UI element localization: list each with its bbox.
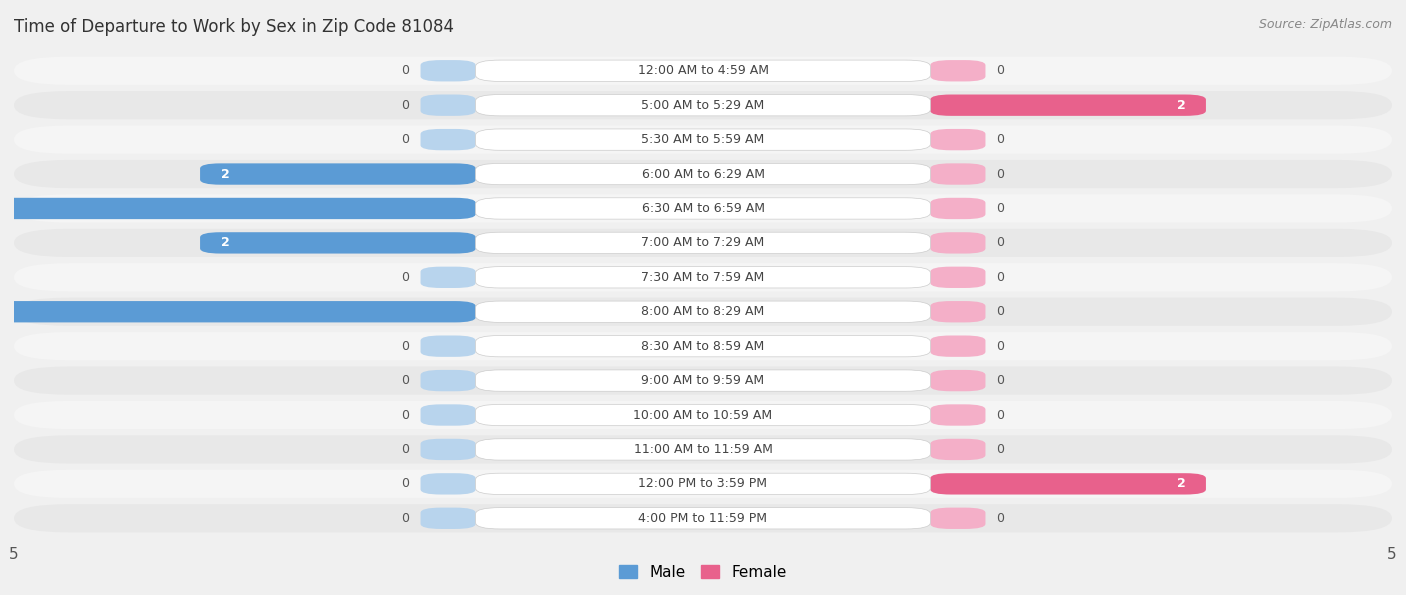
FancyBboxPatch shape — [931, 232, 986, 253]
Text: 10:00 AM to 10:59 AM: 10:00 AM to 10:59 AM — [634, 409, 772, 421]
Text: 2: 2 — [221, 236, 229, 249]
Text: Source: ZipAtlas.com: Source: ZipAtlas.com — [1258, 18, 1392, 31]
FancyBboxPatch shape — [475, 370, 931, 392]
FancyBboxPatch shape — [14, 126, 1392, 154]
FancyBboxPatch shape — [475, 405, 931, 425]
FancyBboxPatch shape — [931, 267, 986, 288]
FancyBboxPatch shape — [420, 336, 475, 357]
FancyBboxPatch shape — [14, 401, 1392, 429]
Text: 11:00 AM to 11:59 AM: 11:00 AM to 11:59 AM — [634, 443, 772, 456]
FancyBboxPatch shape — [14, 160, 1392, 188]
FancyBboxPatch shape — [475, 336, 931, 357]
FancyBboxPatch shape — [14, 228, 1392, 257]
FancyBboxPatch shape — [931, 336, 986, 357]
Text: 2: 2 — [1177, 99, 1185, 112]
Text: 0: 0 — [997, 271, 1004, 284]
Legend: Male, Female: Male, Female — [613, 558, 793, 585]
FancyBboxPatch shape — [475, 95, 931, 116]
FancyBboxPatch shape — [475, 198, 931, 219]
Text: 0: 0 — [997, 512, 1004, 525]
FancyBboxPatch shape — [931, 198, 986, 219]
FancyBboxPatch shape — [475, 60, 931, 82]
Text: 0: 0 — [402, 99, 409, 112]
Text: 0: 0 — [402, 133, 409, 146]
FancyBboxPatch shape — [931, 129, 986, 151]
FancyBboxPatch shape — [14, 91, 1392, 120]
Text: 12:00 AM to 4:59 AM: 12:00 AM to 4:59 AM — [637, 64, 769, 77]
FancyBboxPatch shape — [931, 60, 986, 82]
FancyBboxPatch shape — [931, 370, 986, 392]
Text: 0: 0 — [997, 443, 1004, 456]
FancyBboxPatch shape — [931, 508, 986, 529]
FancyBboxPatch shape — [0, 198, 475, 219]
Text: 8:00 AM to 8:29 AM: 8:00 AM to 8:29 AM — [641, 305, 765, 318]
Text: 0: 0 — [402, 443, 409, 456]
FancyBboxPatch shape — [931, 95, 1206, 116]
Text: 0: 0 — [997, 236, 1004, 249]
FancyBboxPatch shape — [931, 164, 986, 184]
FancyBboxPatch shape — [14, 504, 1392, 533]
Text: 5:30 AM to 5:59 AM: 5:30 AM to 5:59 AM — [641, 133, 765, 146]
FancyBboxPatch shape — [420, 439, 475, 460]
Text: 0: 0 — [402, 271, 409, 284]
Text: 8:30 AM to 8:59 AM: 8:30 AM to 8:59 AM — [641, 340, 765, 353]
FancyBboxPatch shape — [475, 232, 931, 253]
Text: 9:00 AM to 9:59 AM: 9:00 AM to 9:59 AM — [641, 374, 765, 387]
Text: 0: 0 — [997, 305, 1004, 318]
FancyBboxPatch shape — [475, 164, 931, 184]
Text: 0: 0 — [402, 409, 409, 421]
FancyBboxPatch shape — [420, 60, 475, 82]
FancyBboxPatch shape — [420, 95, 475, 116]
Text: 0: 0 — [997, 202, 1004, 215]
FancyBboxPatch shape — [0, 301, 475, 322]
Text: 0: 0 — [402, 477, 409, 490]
FancyBboxPatch shape — [200, 164, 475, 184]
Text: 0: 0 — [402, 374, 409, 387]
Text: 0: 0 — [402, 64, 409, 77]
Text: 12:00 PM to 3:59 PM: 12:00 PM to 3:59 PM — [638, 477, 768, 490]
FancyBboxPatch shape — [14, 57, 1392, 85]
Text: 0: 0 — [997, 374, 1004, 387]
Text: 2: 2 — [1177, 477, 1185, 490]
FancyBboxPatch shape — [475, 439, 931, 460]
FancyBboxPatch shape — [931, 439, 986, 460]
FancyBboxPatch shape — [14, 332, 1392, 361]
FancyBboxPatch shape — [931, 405, 986, 425]
Text: 5:00 AM to 5:29 AM: 5:00 AM to 5:29 AM — [641, 99, 765, 112]
Text: 6:00 AM to 6:29 AM: 6:00 AM to 6:29 AM — [641, 168, 765, 180]
FancyBboxPatch shape — [14, 298, 1392, 326]
FancyBboxPatch shape — [931, 473, 1206, 494]
FancyBboxPatch shape — [420, 473, 475, 494]
FancyBboxPatch shape — [420, 129, 475, 151]
Text: 7:30 AM to 7:59 AM: 7:30 AM to 7:59 AM — [641, 271, 765, 284]
Text: 2: 2 — [221, 168, 229, 180]
FancyBboxPatch shape — [420, 405, 475, 425]
FancyBboxPatch shape — [475, 267, 931, 288]
FancyBboxPatch shape — [14, 195, 1392, 223]
Text: 0: 0 — [997, 133, 1004, 146]
Text: 0: 0 — [402, 340, 409, 353]
Text: 7:00 AM to 7:29 AM: 7:00 AM to 7:29 AM — [641, 236, 765, 249]
Text: 0: 0 — [402, 512, 409, 525]
FancyBboxPatch shape — [420, 370, 475, 392]
FancyBboxPatch shape — [14, 436, 1392, 464]
FancyBboxPatch shape — [475, 473, 931, 494]
FancyBboxPatch shape — [475, 508, 931, 529]
Text: Time of Departure to Work by Sex in Zip Code 81084: Time of Departure to Work by Sex in Zip … — [14, 18, 454, 36]
FancyBboxPatch shape — [420, 267, 475, 288]
Text: 0: 0 — [997, 409, 1004, 421]
FancyBboxPatch shape — [200, 232, 475, 253]
FancyBboxPatch shape — [931, 301, 986, 322]
FancyBboxPatch shape — [475, 301, 931, 322]
Text: 0: 0 — [997, 168, 1004, 180]
FancyBboxPatch shape — [475, 129, 931, 151]
FancyBboxPatch shape — [14, 367, 1392, 394]
FancyBboxPatch shape — [420, 508, 475, 529]
Text: 0: 0 — [997, 64, 1004, 77]
Text: 6:30 AM to 6:59 AM: 6:30 AM to 6:59 AM — [641, 202, 765, 215]
FancyBboxPatch shape — [14, 263, 1392, 292]
Text: 0: 0 — [997, 340, 1004, 353]
Text: 4:00 PM to 11:59 PM: 4:00 PM to 11:59 PM — [638, 512, 768, 525]
FancyBboxPatch shape — [14, 469, 1392, 498]
